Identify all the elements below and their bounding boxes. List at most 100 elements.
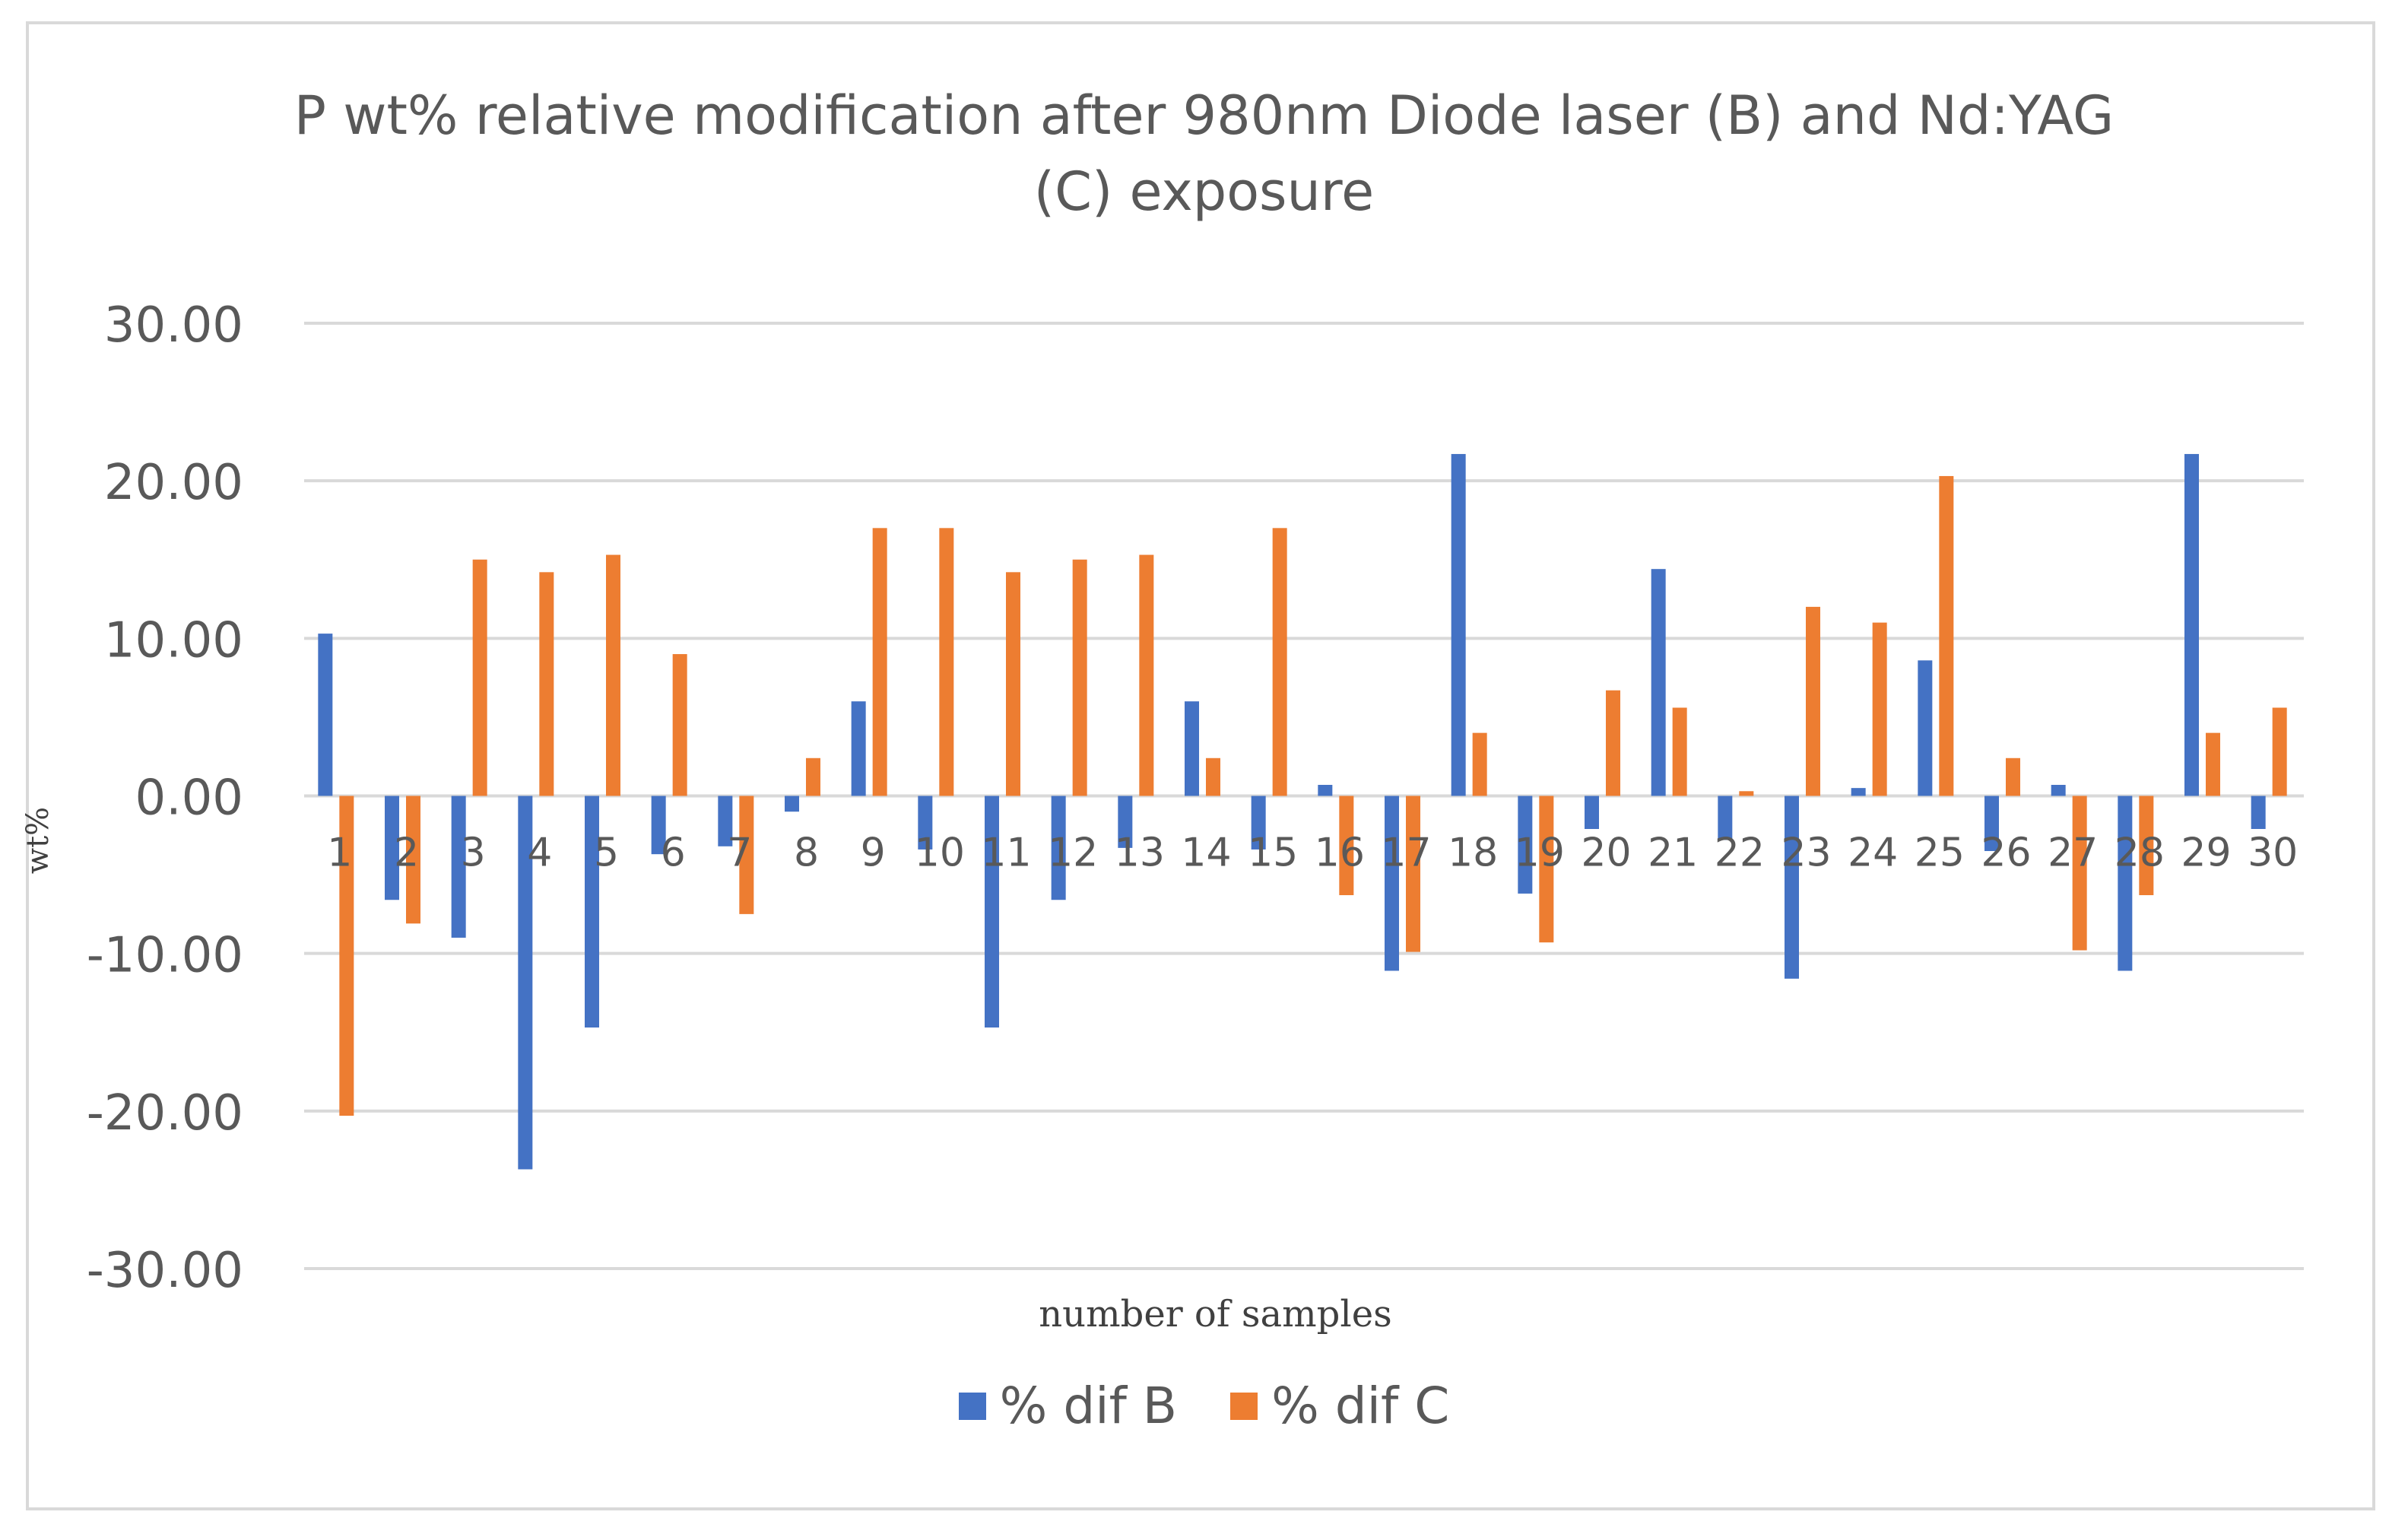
x-tick-label: 2 — [394, 831, 419, 876]
x-tick-label: 16 — [1315, 831, 1365, 876]
x-tick-label: 7 — [727, 831, 752, 876]
bar-dif-c-25 — [1939, 475, 1954, 796]
bar-dif-c-4 — [539, 572, 554, 796]
bar-dif-b-17 — [1385, 796, 1399, 971]
legend-label-dif-c: % dif C — [1271, 1377, 1450, 1435]
bar-dif-c-11 — [1006, 572, 1020, 796]
x-tick-label: 21 — [1648, 831, 1698, 876]
bar-dif-c-6 — [672, 654, 687, 796]
bar-dif-b-27 — [2051, 784, 2066, 796]
x-tick-label: 5 — [594, 831, 619, 876]
x-tick-label: 6 — [661, 831, 686, 876]
y-axis-label: wt% — [21, 806, 56, 875]
chart-title-line-1: P wt% relative modification after 980nm … — [293, 84, 2115, 147]
x-tick-label: 29 — [2181, 831, 2231, 876]
chart-title: P wt% relative modification after 980nm … — [0, 78, 2408, 230]
bar-dif-b-30 — [2251, 796, 2266, 830]
x-tick-label: 14 — [1181, 831, 1231, 876]
bar-dif-c-2 — [406, 796, 420, 924]
bar-dif-b-26 — [1984, 796, 1999, 852]
legend-item-dif-b[interactable]: % dif B — [958, 1377, 1178, 1435]
legend-item-dif-c[interactable]: % dif C — [1230, 1377, 1449, 1435]
bar-dif-b-13 — [1118, 796, 1133, 848]
bar-dif-b-24 — [1851, 788, 1866, 796]
bar-dif-c-26 — [2006, 757, 2020, 796]
bar-dif-b-9 — [851, 701, 866, 796]
bar-dif-b-12 — [1051, 796, 1066, 900]
x-tick-label: 18 — [1448, 831, 1498, 876]
bar-dif-b-16 — [1318, 784, 1333, 796]
x-tick-label: 19 — [1515, 831, 1565, 876]
bar-dif-b-29 — [2184, 453, 2199, 796]
y-tick-label: 10.00 — [104, 612, 243, 669]
bar-dif-b-22 — [1718, 796, 1733, 840]
bar-dif-c-1 — [339, 796, 354, 1116]
bar-dif-c-5 — [606, 554, 620, 796]
legend-label-dif-b: % dif B — [999, 1377, 1178, 1435]
bar-dif-c-20 — [1606, 690, 1620, 796]
x-tick-label: 27 — [2048, 831, 2098, 876]
chart-title-line-2: (C) exposure — [1033, 160, 1375, 223]
chart-frame — [26, 21, 2375, 1510]
bar-dif-c-29 — [2206, 732, 2220, 796]
bar-dif-c-17 — [1406, 796, 1420, 952]
y-tick-label: -10.00 — [87, 928, 243, 984]
bar-dif-c-22 — [1739, 791, 1754, 796]
x-tick-label: 9 — [861, 831, 886, 876]
x-tick-label: 20 — [1581, 831, 1631, 876]
x-tick-label: 10 — [915, 831, 965, 876]
y-tick-label: 30.00 — [104, 297, 243, 354]
bar-dif-b-3 — [451, 796, 466, 938]
x-tick-label: 1 — [327, 831, 352, 876]
bar-dif-c-21 — [1672, 707, 1687, 796]
bar-dif-b-6 — [651, 796, 666, 855]
x-axis-label: number of samples — [1039, 1293, 1392, 1336]
bar-dif-b-2 — [385, 796, 399, 900]
bar-dif-b-18 — [1451, 453, 1466, 796]
bar-dif-c-10 — [939, 528, 954, 796]
x-tick-label: 8 — [794, 831, 819, 876]
bar-dif-c-30 — [2272, 707, 2287, 796]
bar-dif-b-10 — [918, 796, 933, 850]
y-tick-label: -30.00 — [87, 1243, 243, 1299]
x-tick-label: 25 — [1915, 831, 1965, 876]
x-tick-label: 30 — [2248, 831, 2298, 876]
bar-dif-c-28 — [2139, 796, 2154, 896]
bar-dif-c-18 — [1472, 732, 1487, 796]
bar-dif-c-12 — [1072, 559, 1087, 796]
x-tick-label: 3 — [461, 831, 486, 876]
bar-dif-c-14 — [1206, 757, 1220, 796]
x-tick-label: 13 — [1115, 831, 1165, 876]
x-tick-label: 22 — [1715, 831, 1765, 876]
x-tick-label: 12 — [1048, 831, 1098, 876]
bar-dif-b-5 — [585, 796, 599, 1028]
bar-dif-b-1 — [318, 634, 333, 796]
y-tick-label: -20.00 — [87, 1085, 243, 1142]
bar-dif-b-4 — [518, 796, 533, 1170]
bar-dif-b-23 — [1785, 796, 1799, 979]
bar-dif-c-27 — [2072, 796, 2087, 951]
bar-dif-c-19 — [1539, 796, 1554, 943]
bar-dif-b-7 — [718, 796, 733, 846]
bar-dif-c-16 — [1339, 796, 1354, 896]
x-tick-label: 11 — [981, 831, 1031, 876]
bar-dif-b-21 — [1651, 569, 1666, 796]
x-tick-label: 24 — [1848, 831, 1898, 876]
bar-dif-c-15 — [1272, 528, 1287, 796]
x-tick-label: 28 — [2115, 831, 2165, 876]
bar-dif-c-9 — [872, 528, 887, 796]
legend: % dif B % dif C — [0, 1377, 2408, 1435]
x-tick-label: 4 — [527, 831, 552, 876]
bar-dif-b-19 — [1518, 796, 1533, 894]
bar-dif-b-15 — [1251, 796, 1266, 850]
x-tick-label: 15 — [1248, 831, 1298, 876]
bar-dif-b-25 — [1918, 660, 1933, 796]
x-tick-label: 23 — [1781, 831, 1831, 876]
x-tick-label: 17 — [1381, 831, 1431, 876]
bar-dif-b-20 — [1585, 796, 1599, 830]
bar-dif-b-28 — [2118, 796, 2133, 971]
bar-dif-c-7 — [739, 796, 754, 914]
y-tick-label: 0.00 — [135, 770, 244, 827]
bar-dif-b-14 — [1185, 701, 1199, 796]
